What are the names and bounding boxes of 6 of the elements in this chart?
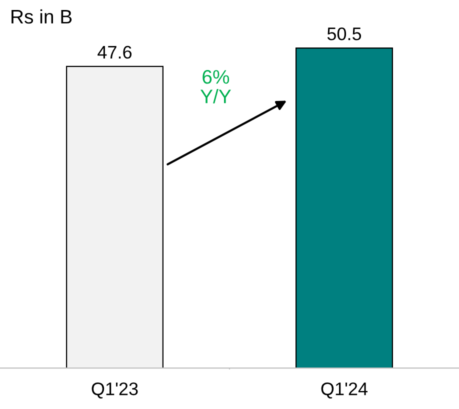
annotation: 6% Y/Y	[200, 70, 231, 104]
x-tick-label: Q1'23	[92, 382, 138, 398]
text: Rs in B	[12, 9, 72, 24]
data-label: 50.5	[327, 27, 362, 40]
x-tick-label: Q1'24	[321, 382, 368, 398]
data-label: 47.6	[98, 46, 132, 59]
